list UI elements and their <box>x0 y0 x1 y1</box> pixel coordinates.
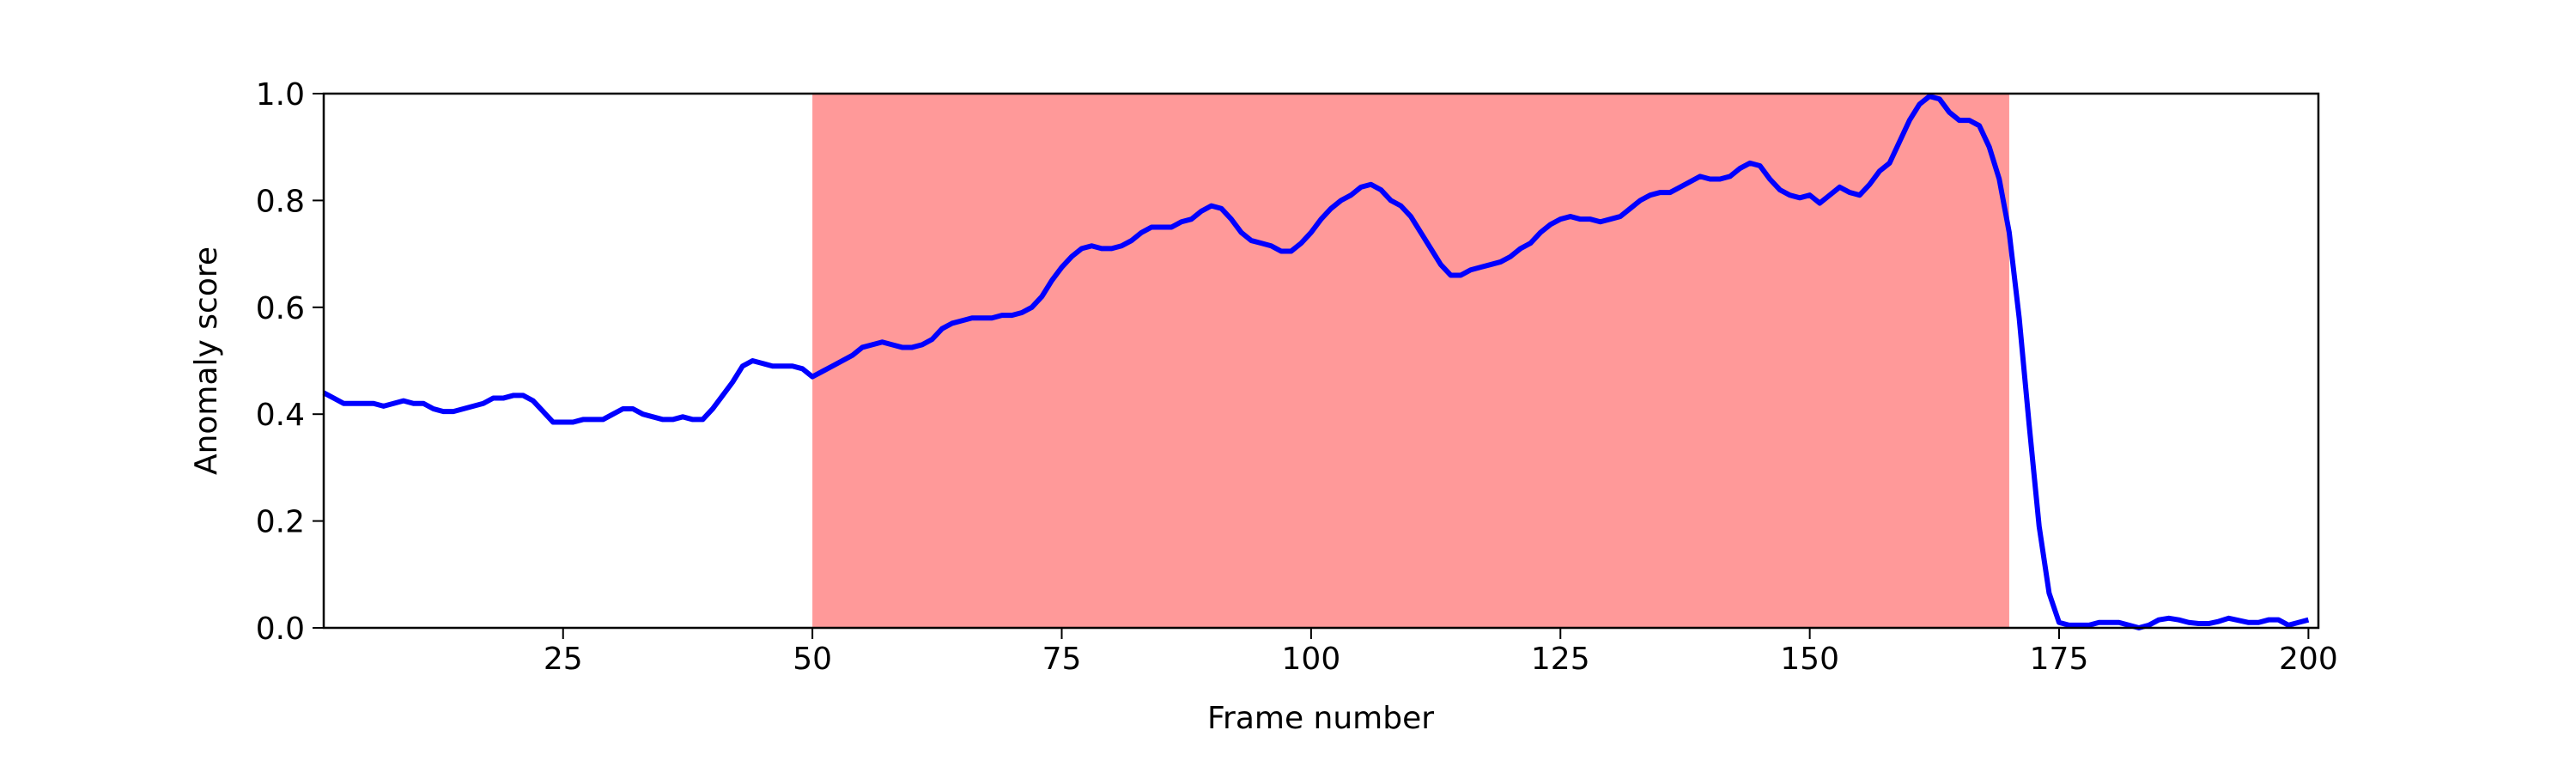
x-tick-label: 175 <box>2030 642 2089 677</box>
y-tick-label: 0.6 <box>256 291 305 326</box>
x-tick-label: 200 <box>2279 642 2338 677</box>
x-tick-label: 150 <box>1780 642 1839 677</box>
x-tick-label: 25 <box>544 642 583 677</box>
data-line <box>322 94 2310 630</box>
y-tick-label: 0.2 <box>256 505 305 540</box>
x-axis-label: Frame number <box>1207 701 1434 736</box>
x-tick-label: 50 <box>793 642 832 677</box>
x-tick-label: 125 <box>1531 642 1590 677</box>
y-tick-label: 0.8 <box>256 184 305 219</box>
x-tick-label: 75 <box>1042 642 1082 677</box>
y-tick-label: 1.0 <box>256 77 305 113</box>
y-axis-label: Anomaly score <box>189 247 224 475</box>
y-tick-label: 0.0 <box>256 612 305 647</box>
highlight-span <box>812 94 2009 628</box>
plot-frame <box>322 92 2320 630</box>
y-tick-label: 0.4 <box>256 398 305 433</box>
x-tick-label: 100 <box>1282 642 1341 677</box>
